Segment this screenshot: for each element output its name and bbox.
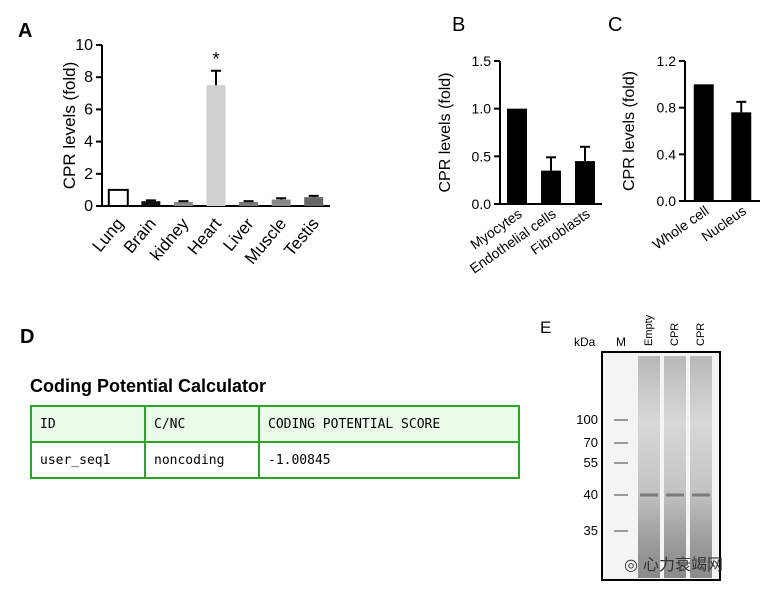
chart-c-ytick-label: 0.8	[657, 100, 677, 116]
gel-lane-label-cpr-1: CPR	[669, 323, 681, 346]
gel-lane-empty	[638, 356, 660, 578]
gel-marker-70: 70	[584, 435, 598, 450]
chart-a-category-label: Lung	[88, 214, 127, 255]
cpc-title: Coding Potential Calculator	[30, 376, 267, 396]
cpc-header-id: ID	[30, 405, 146, 443]
table-row: user_seq1 noncoding -1.00845	[30, 441, 520, 479]
chart-a-category-label: Testis	[280, 214, 322, 260]
gel-marker-bands	[614, 419, 628, 532]
cpc-cell-score: -1.00845	[258, 441, 520, 479]
cpc-cell-cnc: noncoding	[144, 441, 260, 479]
cpc-cell-id: user_seq1	[30, 441, 146, 479]
gel-lane-cpr-2	[690, 356, 712, 578]
chart-c-bar	[731, 112, 752, 201]
gel-lane-label-m: M	[616, 335, 626, 349]
cpc-header-score: CODING POTENTIAL SCORE	[258, 405, 520, 443]
panel-label-e: E	[540, 318, 552, 337]
chart-a-bar	[173, 201, 193, 206]
chart-a-ytick-label: 10	[75, 37, 93, 54]
watermark-text: 心力衰竭网	[643, 555, 724, 574]
chart-a-ytick-label: 6	[84, 101, 93, 118]
wechat-icon: ◎	[624, 555, 644, 574]
panel-label-c: C	[608, 14, 623, 36]
gel-lane-cpr-1	[664, 356, 686, 578]
chart-b-bar	[575, 161, 595, 204]
chart-a-ylabel: CPR levels (fold)	[60, 62, 79, 190]
gel-marker-55: 55	[584, 455, 598, 470]
gel-lane-label-empty: Empty	[643, 314, 655, 346]
panel-label-b: B	[452, 14, 466, 36]
gel-marker-100: 100	[576, 412, 598, 427]
chart-a-category-label: Heart	[184, 214, 225, 258]
chart-c-ytick-label: 0.4	[657, 146, 677, 162]
chart-a-annotation: *	[212, 49, 219, 69]
gel-lane-label-cpr-2: CPR	[695, 323, 707, 346]
gel-marker-40: 40	[584, 487, 598, 502]
chart-a-bar	[107, 188, 129, 207]
chart-b-ytick-label: 0.0	[472, 196, 492, 212]
gel-unit-label: kDa	[574, 335, 596, 349]
chart-b-ytick-label: 1.5	[472, 53, 492, 69]
cpc-header-cnc: C/NC	[144, 405, 260, 443]
chart-a-bar	[206, 85, 226, 206]
chart-a-bar	[239, 201, 259, 206]
chart-c-category-label: Whole cell	[649, 202, 711, 252]
chart-c-ylabel: CPR levels (fold)	[621, 71, 638, 191]
chart-a-bar	[304, 197, 324, 206]
chart-c-ytick-label: 1.2	[657, 53, 677, 69]
chart-b-ytick-label: 0.5	[472, 148, 492, 164]
chart-b-ylabel: CPR levels (fold)	[437, 72, 454, 192]
chart-c-ytick-label: 0.0	[657, 193, 677, 209]
panel-label-d: D	[20, 326, 35, 348]
panel-label-a: A	[18, 20, 33, 42]
cpc-header-row: ID C/NC CODING POTENTIAL SCORE	[30, 405, 520, 443]
chart-b-bar	[541, 170, 561, 204]
chart-a-ytick-label: 4	[84, 134, 93, 151]
gel-blot: kDa M Empty CPR CPR 100 70 55 40 35	[574, 314, 721, 581]
chart-a-ytick-label: 8	[84, 69, 93, 86]
chart-a-ytick-label: 2	[84, 166, 93, 183]
chart-b-bar	[507, 108, 527, 204]
chart-a-ytick-label: 0	[84, 198, 93, 215]
chart-b-ytick-label: 1.0	[472, 101, 492, 117]
gel-marker-35: 35	[584, 523, 598, 538]
chart-a-bar	[271, 199, 291, 206]
chart-c-bar	[693, 84, 714, 201]
cpc-table: ID C/NC CODING POTENTIAL SCORE user_seq1…	[30, 405, 520, 479]
chart-a-bar	[141, 201, 161, 206]
watermark: ◎ 心力衰竭网	[624, 551, 723, 575]
